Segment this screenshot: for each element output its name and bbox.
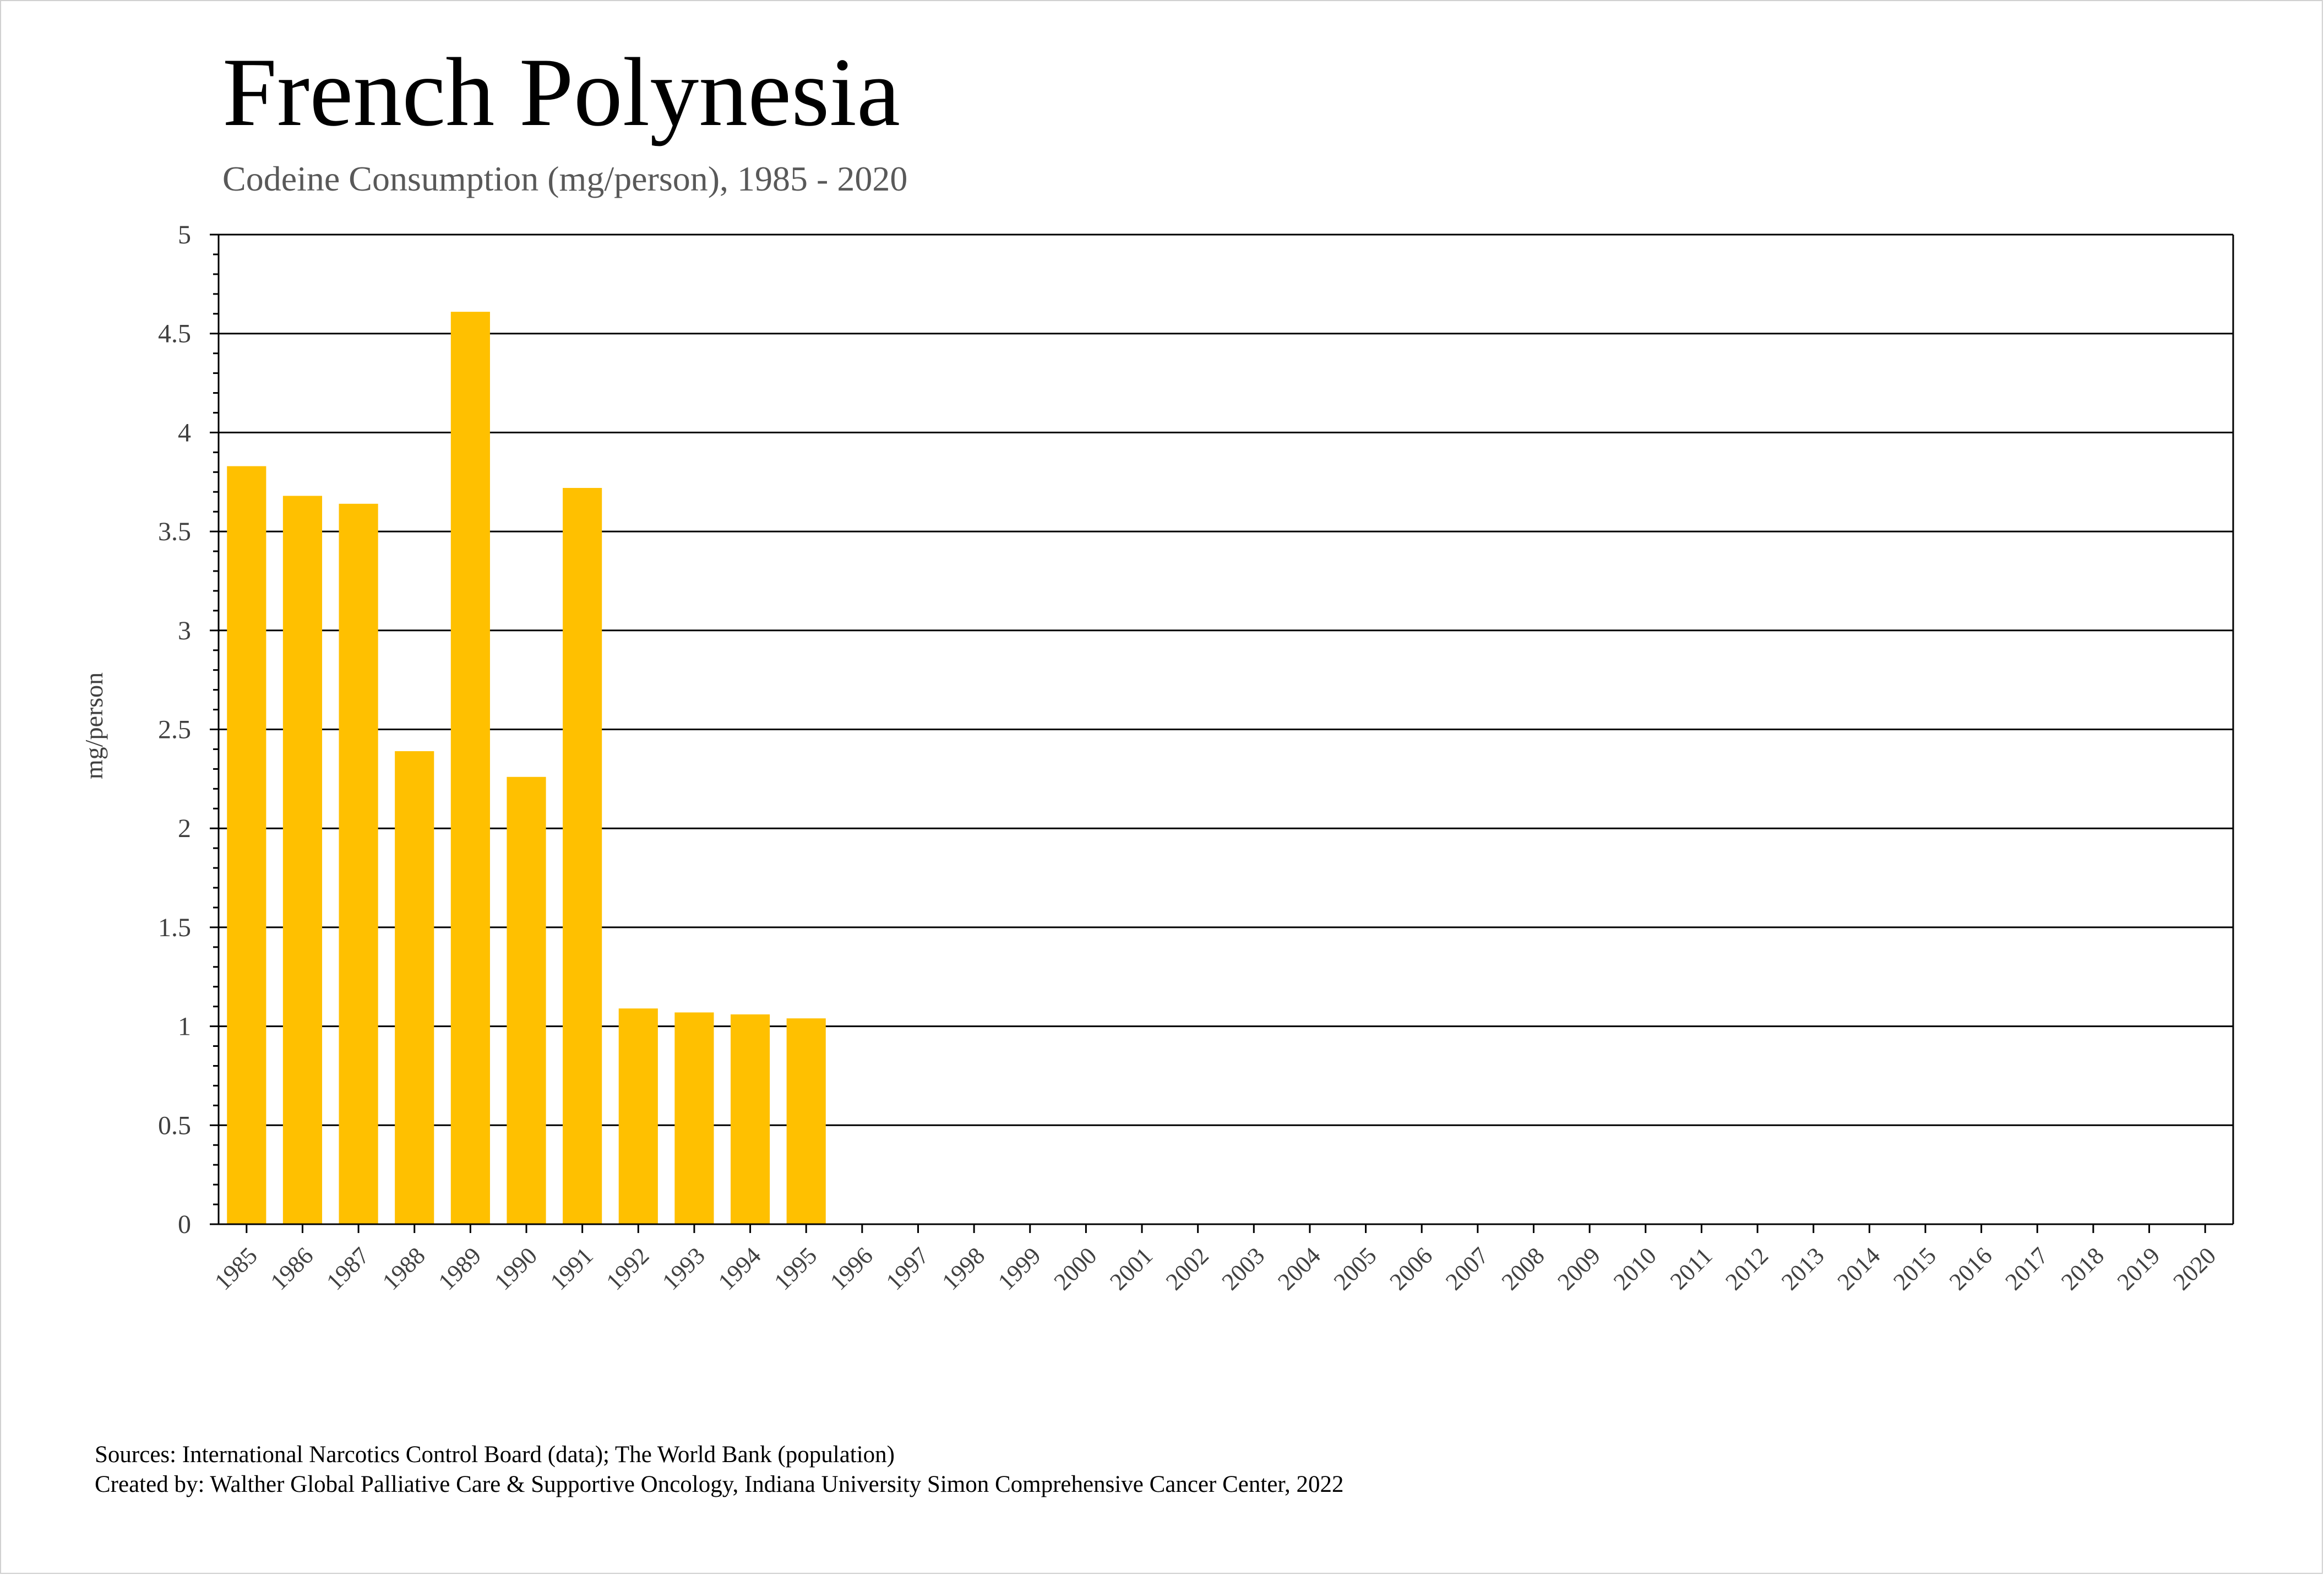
- x-tick-label: 2011: [1665, 1242, 1718, 1295]
- x-tick-label: 2012: [1720, 1242, 1773, 1295]
- bar-1988: [395, 751, 434, 1224]
- x-tick-label: 2002: [1161, 1242, 1214, 1295]
- y-axis-label: mg/person: [80, 672, 108, 779]
- x-tick-label: 1988: [377, 1242, 431, 1295]
- x-tick-label: 1985: [209, 1242, 263, 1295]
- y-tick-label: 3.5: [158, 517, 191, 546]
- x-tick-label: 1991: [545, 1242, 598, 1295]
- x-tick-label: 1995: [769, 1242, 822, 1295]
- x-tick-label: 1992: [601, 1242, 654, 1295]
- bar-1985: [227, 466, 266, 1224]
- y-tick-labels: 0 0.5 1 1.5 2 2.5 3 3.5 4 4.5 5: [158, 220, 191, 1239]
- x-tick-label: 1993: [657, 1242, 710, 1295]
- sources-note: Sources: International Narcotics Control…: [95, 1442, 895, 1468]
- x-tick-label: 2003: [1217, 1242, 1270, 1295]
- bar-1994: [730, 1014, 770, 1224]
- x-tick-label: 1986: [265, 1242, 319, 1295]
- chart-subtitle: Codeine Consumption (mg/person), 1985 - …: [222, 159, 908, 198]
- bar-1987: [339, 503, 378, 1225]
- y-tick-label: 2: [178, 814, 191, 843]
- chart-title: French Polynesia: [222, 37, 900, 146]
- x-tick-label: 2020: [2168, 1242, 2221, 1295]
- x-tick-label: 1989: [433, 1242, 487, 1295]
- x-tick-label: 2004: [1272, 1242, 1326, 1295]
- y-tick-label: 5: [178, 220, 191, 249]
- y-tick-label: 3: [178, 616, 191, 645]
- y-tick-label: 1: [178, 1012, 191, 1041]
- y-tick-label: 4: [178, 418, 191, 447]
- x-tick-label: 2018: [2056, 1242, 2109, 1295]
- x-tick-label: 1994: [713, 1242, 766, 1295]
- x-tick-label: 1999: [993, 1242, 1046, 1295]
- x-tick-label: 2013: [1776, 1242, 1830, 1295]
- y-tick-label: 4.5: [158, 319, 191, 349]
- x-tick-label: 1998: [937, 1242, 990, 1295]
- created-by-note: Created by: Walther Global Palliative Ca…: [95, 1471, 1344, 1497]
- x-tick-label: 1997: [881, 1242, 934, 1295]
- x-tick-label: 2007: [1440, 1242, 1494, 1295]
- gridlines: [219, 233, 2233, 1126]
- x-tick-label: 2005: [1329, 1242, 1382, 1295]
- x-tick-label: 2010: [1608, 1242, 1662, 1295]
- bar-1990: [507, 776, 546, 1224]
- y-tick-label: 2.5: [158, 715, 191, 745]
- bar-1992: [618, 1008, 658, 1224]
- bar-1991: [563, 488, 602, 1224]
- x-tick-label: 1990: [489, 1242, 542, 1295]
- axes: [210, 233, 2234, 1233]
- bar-1986: [282, 496, 323, 1225]
- y-tick-label: 0: [178, 1210, 191, 1239]
- x-tick-labels: 1985 1986 1987 1988 1989 1990 1991 1992 1993 1994…: [209, 1242, 2221, 1295]
- y-tick-label: 1.5: [158, 913, 191, 942]
- x-tick-label: 2019: [2112, 1242, 2165, 1295]
- x-tick-label: 2015: [1888, 1242, 1941, 1295]
- x-tick-label: 2016: [1944, 1242, 1998, 1295]
- x-tick-label: 2009: [1552, 1242, 1605, 1295]
- x-tick-label: 2006: [1384, 1242, 1438, 1295]
- x-tick-label: 2001: [1104, 1242, 1158, 1295]
- y-tick-label: 0.5: [158, 1111, 191, 1140]
- bar-1989: [450, 312, 490, 1224]
- x-tick-label: 2000: [1049, 1242, 1102, 1295]
- bar-1995: [786, 1018, 826, 1224]
- x-tick-label: 1987: [321, 1242, 374, 1295]
- x-tick-label: 1996: [825, 1242, 878, 1295]
- x-tick-label: 2014: [1832, 1242, 1886, 1295]
- x-tick-label: 2008: [1496, 1242, 1550, 1295]
- bars: [227, 312, 826, 1225]
- x-tick-label: 2017: [2000, 1242, 2053, 1295]
- bar-1993: [674, 1012, 714, 1224]
